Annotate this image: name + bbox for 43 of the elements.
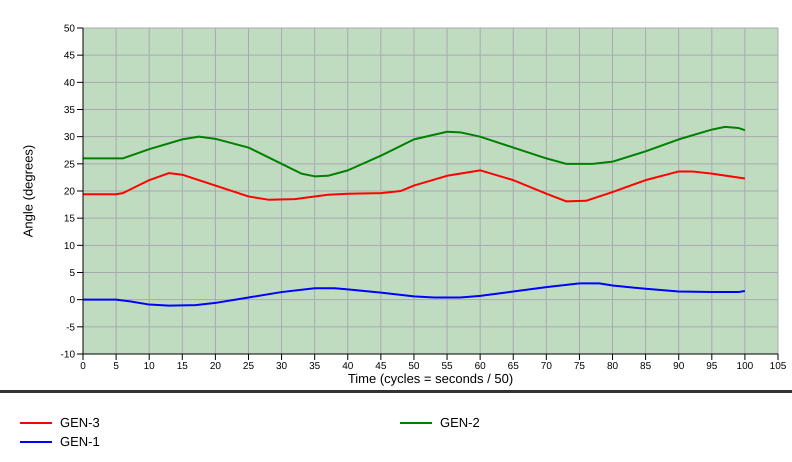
y-tick-label: 45 [64, 50, 76, 62]
y-tick-label: 10 [64, 240, 76, 252]
y-tick-label: 5 [69, 268, 76, 280]
legend-label: GEN-1 [60, 434, 100, 449]
x-tick-label: 25 [242, 361, 254, 372]
x-tick-label: 85 [640, 361, 652, 372]
x-tick-label: 60 [474, 361, 486, 372]
line-series [83, 169, 746, 202]
x-tick-label: 10 [144, 361, 156, 372]
y-axis-title: Angle (degrees) [20, 144, 36, 238]
line-series [83, 126, 746, 178]
y-tick-label: 50 [64, 24, 76, 35]
y-tick-label: -10 [60, 350, 76, 361]
x-tick-label: 55 [441, 361, 454, 372]
x-tick-label: 35 [309, 361, 321, 372]
x-tick-label: 0 [80, 361, 86, 372]
x-tick-label: 75 [574, 361, 586, 372]
x-tick-label: 15 [176, 361, 188, 372]
y-tick-label: 35 [64, 105, 76, 116]
legend-label: GEN-2 [440, 415, 480, 430]
x-axis-title: Time (cycles = seconds / 50) [348, 371, 514, 386]
x-tick-label: 105 [770, 361, 787, 372]
x-tick-label: 90 [673, 361, 685, 372]
line-series [83, 282, 746, 307]
y-tick-label: 25 [64, 159, 76, 170]
y-tick-label: 15 [64, 214, 76, 225]
legend-label: GEN-3 [60, 415, 100, 430]
y-tick-label: 20 [64, 186, 76, 198]
x-tick-label: 100 [736, 361, 754, 372]
x-tick-label: 50 [408, 361, 420, 372]
x-tick-label: 40 [342, 361, 354, 372]
x-tick-label: 95 [706, 361, 718, 372]
x-tick-label: 5 [113, 361, 120, 372]
y-tick-label: 40 [64, 78, 76, 89]
x-tick-label: 20 [210, 361, 222, 372]
x-tick-label: 45 [375, 361, 387, 372]
x-tick-label: 30 [276, 361, 288, 372]
y-tick-label: 30 [64, 132, 76, 144]
x-tick-label: 70 [540, 361, 552, 372]
y-tick-label: 0 [69, 295, 76, 306]
x-tick-label: 65 [508, 361, 520, 372]
y-tick-label: -5 [66, 322, 76, 334]
x-tick-label: 80 [606, 361, 619, 372]
